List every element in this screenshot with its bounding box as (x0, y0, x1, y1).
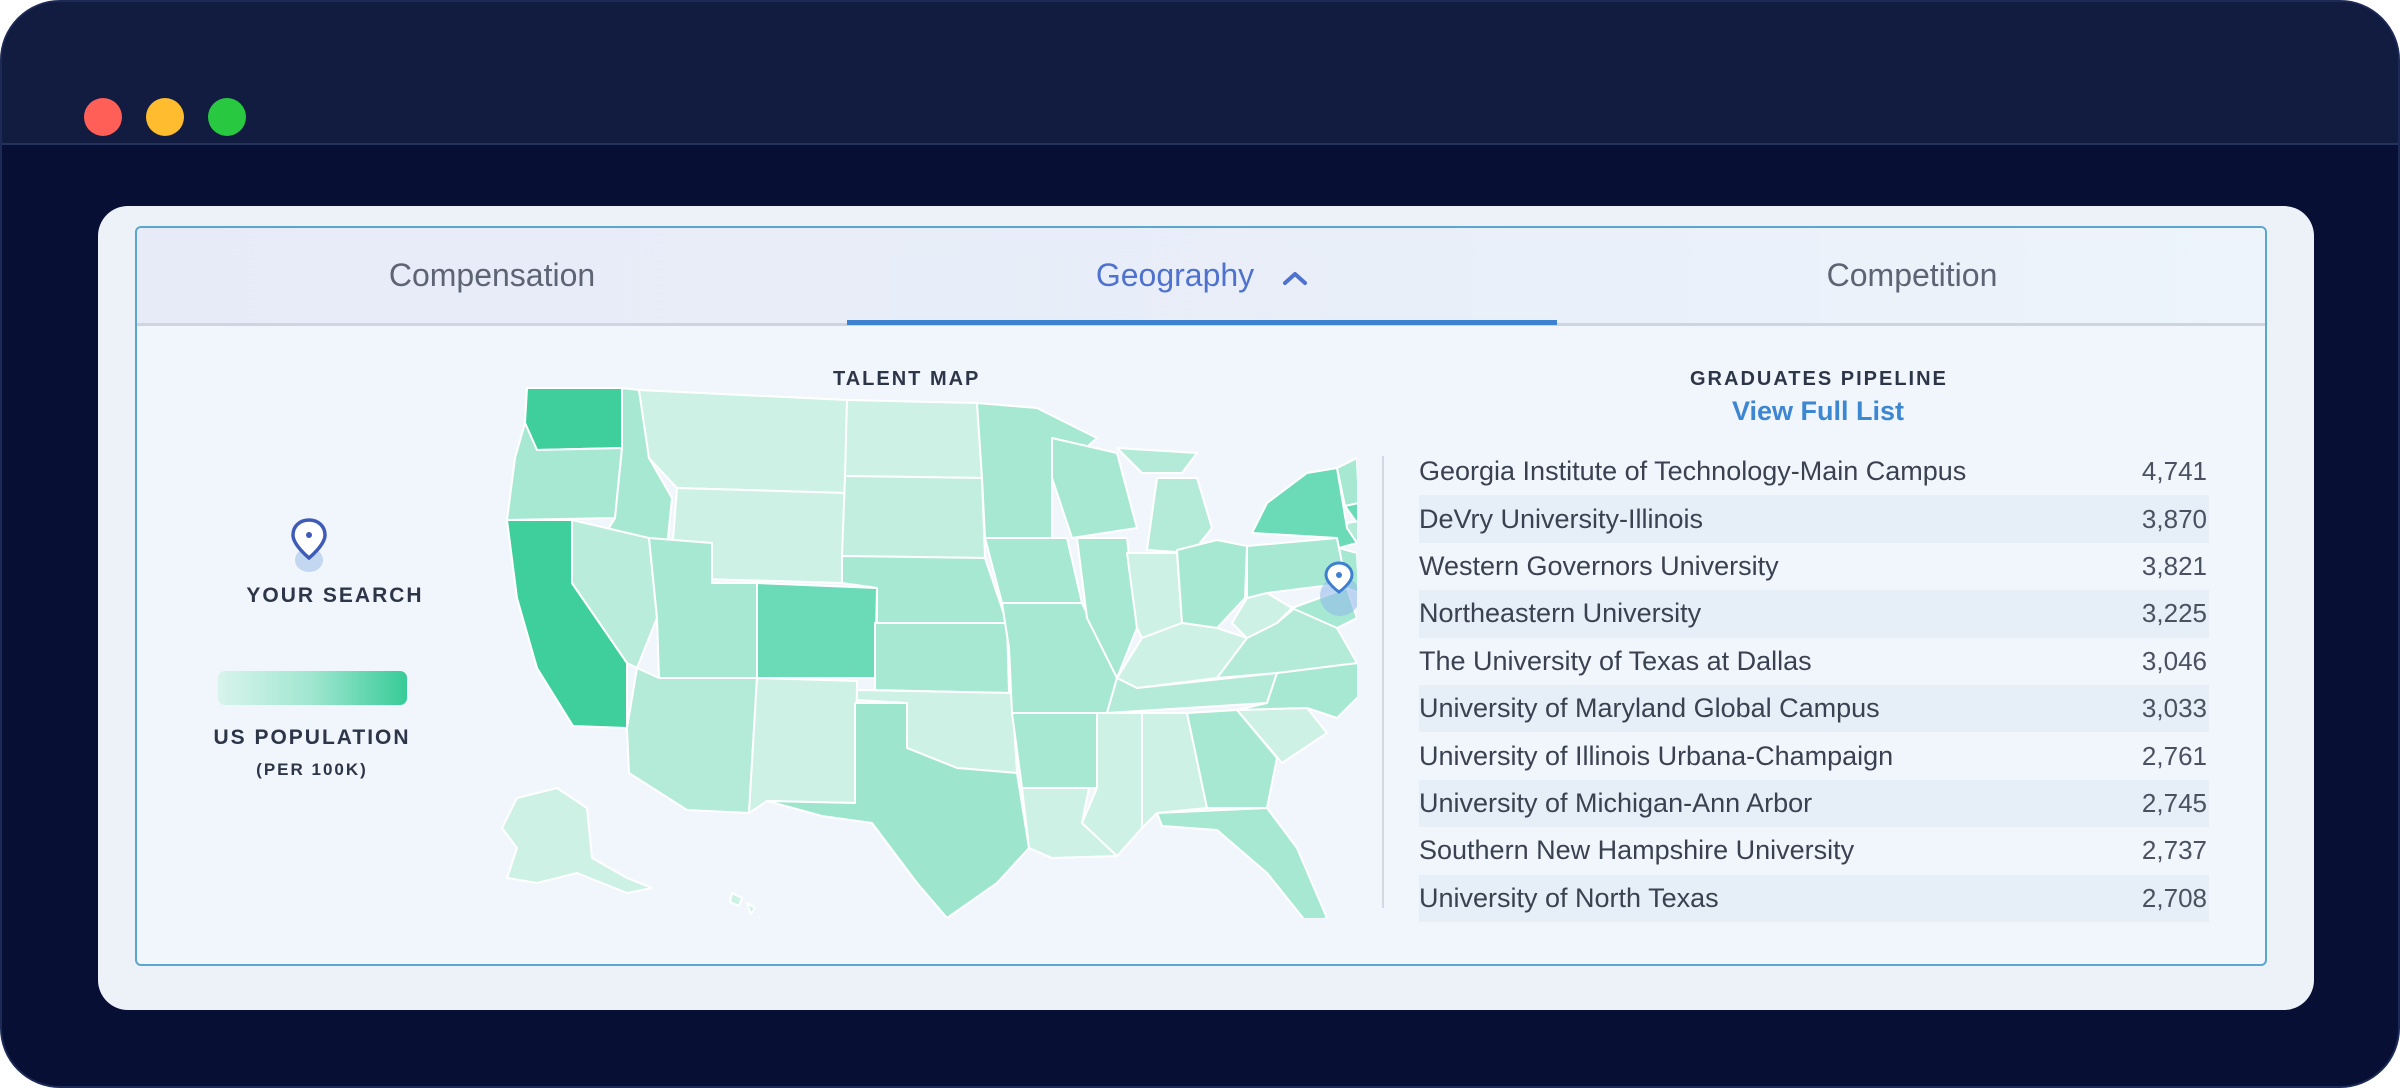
list-item: Southern New Hampshire University 2,737 (1419, 827, 2209, 874)
map-state-ga (1186, 709, 1278, 809)
active-tab-indicator (847, 320, 1557, 325)
graduate-count: 2,761 (2141, 740, 2207, 771)
minimize-window-button[interactable] (146, 98, 184, 136)
map-state-ak (501, 787, 653, 894)
list-item: University of North Texas 2,708 (1419, 874, 2209, 922)
graduate-count: 3,046 (2141, 645, 2207, 676)
university-name: University of Maryland Global Campus (1419, 693, 1880, 724)
us-talent-map (501, 387, 1357, 918)
map-state-al (1141, 712, 1208, 829)
map-state-mi (1116, 447, 1213, 554)
close-window-button[interactable] (84, 98, 122, 136)
tab-geography-label: Geography (1095, 257, 1255, 293)
tab-bar: Compensation Geography Competition (137, 228, 2265, 326)
map-state-ks (874, 622, 1010, 694)
map-state-ia (984, 537, 1083, 604)
location-pin-icon (289, 516, 329, 581)
graduate-count: 3,225 (2141, 598, 2207, 629)
graduate-count: 2,737 (2141, 835, 2207, 866)
university-name: The University of Texas at Dallas (1419, 645, 1812, 676)
graduate-count: 3,821 (2141, 550, 2207, 581)
graduate-count: 4,741 (2141, 456, 2207, 487)
map-state-wa (524, 387, 623, 451)
graduate-count: 3,033 (2141, 693, 2207, 724)
graduate-count: 2,745 (2141, 787, 2207, 818)
list-item: University of Maryland Global Campus 3,0… (1419, 684, 2209, 733)
population-gradient-scale (218, 671, 407, 705)
university-name: Western Governors University (1419, 550, 1779, 581)
map-state-hi (729, 892, 762, 918)
graduate-count: 3,870 (2141, 503, 2207, 534)
insights-panel: Compensation Geography Competition (135, 226, 2267, 966)
map-state-ma (1344, 502, 1357, 524)
university-name: Southern New Hampshire University (1419, 835, 1855, 866)
university-name: University of Michigan-Ann Arbor (1419, 787, 1813, 818)
university-name: Georgia Institute of Technology-Main Cam… (1419, 456, 1967, 487)
list-item: Northeastern University 3,225 (1419, 590, 2209, 638)
university-name: Northeastern University (1419, 598, 1702, 629)
map-state-tn (1106, 672, 1278, 714)
map-state-fl (1156, 807, 1328, 918)
map-state-tx (766, 702, 1030, 918)
your-search-map-marker (1320, 561, 1357, 616)
map-state-ct (1346, 520, 1357, 544)
list-item: Georgia Institute of Technology-Main Cam… (1419, 448, 2209, 495)
map-state-ar (1011, 712, 1103, 789)
graduates-list: Georgia Institute of Technology-Main Cam… (1419, 448, 2209, 922)
list-item: University of Illinois Urbana-Champaign … (1419, 732, 2209, 779)
tab-compensation[interactable]: Compensation (137, 228, 847, 323)
maximize-window-button[interactable] (208, 98, 246, 136)
section-divider (1382, 456, 1384, 908)
graduates-pipeline-title: GRADUATES PIPELINE (1690, 368, 1948, 390)
map-state-mt (638, 389, 848, 494)
content-card: Compensation Geography Competition (98, 206, 2314, 1010)
us-population-label: US POPULATION (213, 726, 411, 749)
population-unit-label: (PER 100K) (256, 760, 368, 779)
map-state-az (626, 667, 758, 814)
map-state-il (1076, 537, 1138, 679)
list-item: DeVry University-Illinois 3,870 (1419, 495, 2209, 543)
list-item: Western Governors University 3,821 (1419, 543, 2209, 590)
map-state-wi (1051, 437, 1138, 539)
graduate-count: 2,708 (2141, 882, 2207, 913)
map-state-co (756, 582, 878, 679)
map-state-nd (844, 399, 983, 479)
map-state-pa (1246, 537, 1348, 599)
tab-geography[interactable]: Geography (847, 228, 1557, 323)
view-full-list-link[interactable]: View Full List (1732, 396, 1905, 426)
tab-compensation-label: Compensation (388, 257, 596, 293)
your-search-label: YOUR SEARCH (246, 584, 424, 607)
talent-map-title: TALENT MAP (833, 368, 981, 390)
tab-competition[interactable]: Competition (1557, 228, 2265, 323)
map-state-sd (841, 475, 986, 559)
university-name: DeVry University-Illinois (1419, 503, 1704, 534)
map-state-nm (748, 677, 858, 814)
list-item: The University of Texas at Dallas 3,046 (1419, 638, 2209, 685)
map-state-mn (976, 402, 1098, 539)
tab-competition-label: Competition (1826, 257, 1998, 293)
chevron-up-icon (1282, 257, 1308, 294)
window-titlebar (2, 2, 2398, 145)
list-item: University of Michigan-Ann Arbor 2,745 (1419, 779, 2209, 828)
university-name: University of North Texas (1419, 882, 1719, 913)
university-name: University of Illinois Urbana-Champaign (1419, 740, 1894, 771)
map-state-vt (1336, 457, 1357, 507)
